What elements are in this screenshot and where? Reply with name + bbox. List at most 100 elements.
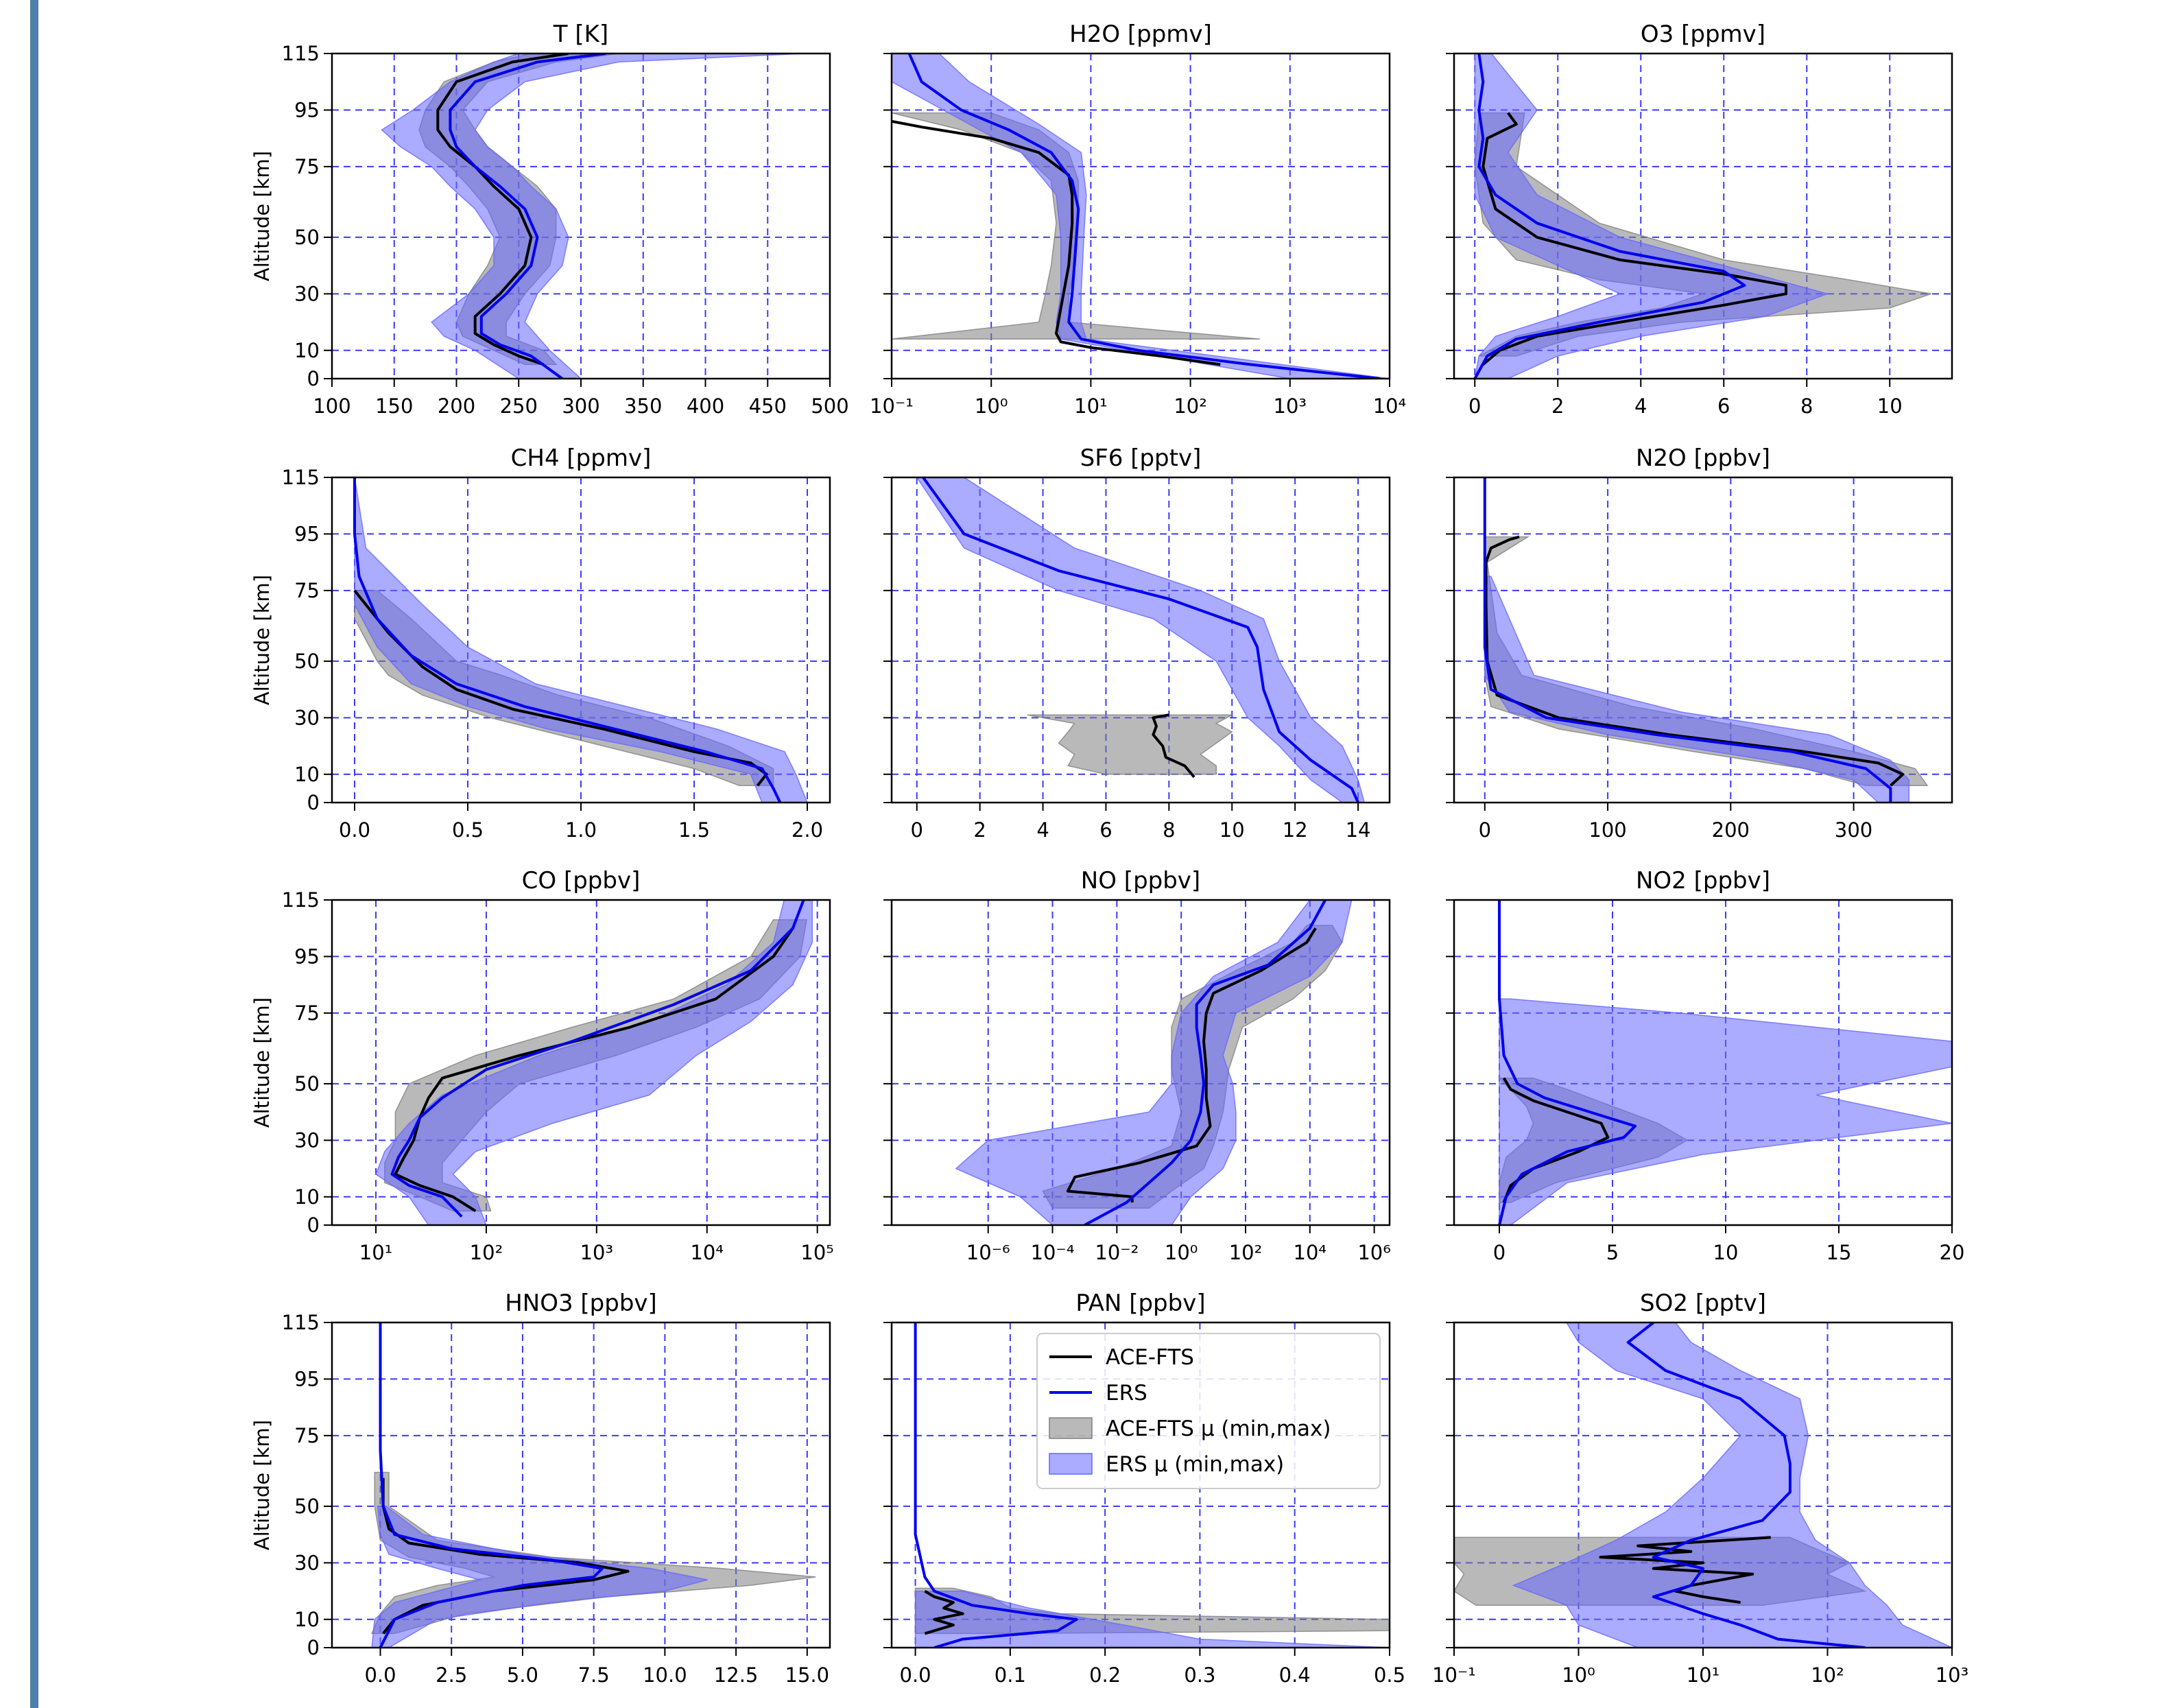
xtick-label: 10⁰ bbox=[1562, 1663, 1595, 1687]
ytick-label: 0 bbox=[307, 791, 320, 814]
line-ers bbox=[390, 900, 805, 1218]
xtick-label: 100 bbox=[1588, 818, 1626, 842]
line-ers bbox=[907, 54, 1381, 379]
ytick-label: 50 bbox=[294, 1072, 320, 1095]
xtick-label: 10² bbox=[470, 1241, 503, 1264]
panel-h2o-ppmv: 10⁻¹ 10⁰ 10¹ 10² 10³ 10⁴ H2O [ppmv] bbox=[870, 21, 1406, 418]
axes-frame bbox=[890, 1321, 1391, 1649]
line-ers bbox=[379, 1322, 604, 1648]
y-axis-label: Altitude [km] bbox=[250, 575, 274, 705]
ytick-label: 95 bbox=[294, 522, 320, 545]
panel-title: SF6 [pptv] bbox=[1080, 444, 1202, 472]
xtick-label: 10⁻¹ bbox=[1432, 1663, 1476, 1687]
xtick-label: 10⁴ bbox=[1373, 394, 1407, 418]
xtick-label: 500 bbox=[811, 394, 848, 418]
xtick-label: 10³ bbox=[1936, 1663, 1969, 1687]
plot-area-h2o-ppmv bbox=[892, 54, 1390, 379]
panel-t-k: 0 10 30 50 75 95 115 100 150 200 250 300 350 400 450 50… bbox=[250, 21, 849, 418]
ytick-label: 30 bbox=[294, 706, 320, 729]
plot-area-sf6-pptv bbox=[892, 477, 1390, 803]
xtick-label: 10⁻⁴ bbox=[1031, 1241, 1075, 1264]
xtick-label: 12 bbox=[1283, 818, 1308, 842]
xtick-label: 0 bbox=[911, 818, 923, 842]
ytick-label: 115 bbox=[282, 42, 320, 65]
xtick-label: 10⁻⁶ bbox=[966, 1241, 1010, 1264]
legend-label: ERS bbox=[1106, 1381, 1147, 1405]
line-ace-fts bbox=[1152, 713, 1195, 779]
legend: ACE-FTS ERS ACE-FTS μ (min,max) ERS μ (min,… bbox=[1036, 1333, 1381, 1489]
xtick-label: 0.3 bbox=[1184, 1663, 1215, 1687]
xtick-label: 10³ bbox=[1274, 394, 1307, 418]
xtick-label: 10⁻¹ bbox=[870, 394, 914, 418]
panel-title: PAN [ppbv] bbox=[1075, 1290, 1205, 1317]
ytick-label: 115 bbox=[282, 466, 320, 489]
panel-sf6-pptv: 0 2 4 6 8 10 12 14 SF6 [pptv] bbox=[883, 444, 1391, 842]
panel-title: NO [ppbv] bbox=[1081, 867, 1200, 894]
xtick-label: 2 bbox=[973, 818, 986, 842]
plot-area-no-ppbv bbox=[892, 900, 1390, 1225]
plot-area-o3-ppmv bbox=[1454, 54, 1952, 379]
ytick-label: 10 bbox=[294, 339, 320, 362]
line-ers bbox=[1483, 477, 1892, 803]
line-ers bbox=[1626, 1322, 1866, 1648]
plot-area-ch4-ppmv bbox=[332, 477, 830, 803]
xtick-label: 15.0 bbox=[785, 1663, 830, 1687]
line-ace-fts bbox=[924, 1589, 964, 1635]
plot-area-hno3-ppbv bbox=[332, 1322, 830, 1648]
line-ace-fts bbox=[1066, 927, 1317, 1202]
plot-area-no2-ppbv bbox=[1454, 900, 1952, 1225]
panel-title: NO2 [ppbv] bbox=[1636, 867, 1770, 894]
xtick-label: 10² bbox=[1229, 1241, 1263, 1264]
xtick-label: 10 bbox=[1713, 1241, 1739, 1264]
xtick-label: 0 bbox=[1479, 818, 1491, 842]
xtick-label: 20 bbox=[1940, 1241, 1965, 1264]
ytick-label: 95 bbox=[294, 98, 320, 121]
xtick-label: 10⁻² bbox=[1095, 1241, 1139, 1264]
ytick-label: 50 bbox=[294, 226, 320, 249]
axes-frame bbox=[331, 899, 831, 1226]
xtick-label: 200 bbox=[438, 394, 475, 418]
band-ace-fts-min-max bbox=[1027, 714, 1233, 775]
plot-area-t-k bbox=[332, 54, 830, 379]
band-ers-min-max bbox=[1512, 1322, 1952, 1648]
xtick-label: 0 bbox=[1468, 394, 1481, 418]
ytick-label: 0 bbox=[307, 1213, 320, 1237]
line-ers bbox=[353, 477, 782, 803]
xtick-label: 10² bbox=[1174, 394, 1207, 418]
y-axis-label: Altitude [km] bbox=[250, 151, 274, 281]
xtick-label: 1.5 bbox=[678, 818, 710, 842]
line-ace-fts bbox=[1484, 535, 1905, 787]
xtick-label: 0.0 bbox=[900, 1663, 931, 1687]
xtick-label: 8 bbox=[1163, 818, 1175, 842]
y-axis-label: Altitude [km] bbox=[250, 1420, 274, 1550]
xtick-label: 0.0 bbox=[339, 818, 370, 842]
xtick-label: 7.5 bbox=[578, 1663, 610, 1687]
ytick-label: 0 bbox=[307, 1636, 320, 1659]
xtick-label: 15 bbox=[1826, 1241, 1852, 1264]
ytick-label: 95 bbox=[294, 945, 320, 968]
xtick-label: 0.1 bbox=[995, 1663, 1026, 1687]
ytick-label: 10 bbox=[294, 1185, 320, 1209]
xtick-label: 400 bbox=[687, 394, 724, 418]
ytick-label: 50 bbox=[294, 650, 320, 673]
plot-area-n2o-ppbv bbox=[1454, 477, 1952, 803]
ytick-label: 75 bbox=[294, 579, 320, 602]
panel-title: HNO3 [ppbv] bbox=[505, 1290, 657, 1317]
band-ers-min-max bbox=[375, 900, 813, 1225]
xtick-label: 6 bbox=[1717, 394, 1730, 418]
xtick-label: 5 bbox=[1606, 1241, 1619, 1264]
axes-frame bbox=[890, 899, 1391, 1226]
ytick-label: 50 bbox=[294, 1495, 320, 1518]
axes-frame bbox=[1453, 476, 1953, 804]
xtick-label: 10⁴ bbox=[690, 1241, 724, 1264]
legend-label: ERS μ (min,max) bbox=[1106, 1452, 1284, 1477]
xtick-label: 10.0 bbox=[643, 1663, 687, 1687]
legend-swatch-patch bbox=[1049, 1417, 1093, 1439]
ytick-label: 10 bbox=[294, 1608, 320, 1631]
xtick-label: 8 bbox=[1800, 394, 1813, 418]
line-ace-fts bbox=[436, 54, 569, 366]
xtick-label: 4 bbox=[1634, 394, 1647, 418]
xtick-label: 10³ bbox=[580, 1241, 614, 1264]
panel-o3-ppmv: 0 2 4 6 8 10 O3 [ppmv] bbox=[1446, 21, 1953, 418]
axes-frame bbox=[1453, 52, 1953, 380]
